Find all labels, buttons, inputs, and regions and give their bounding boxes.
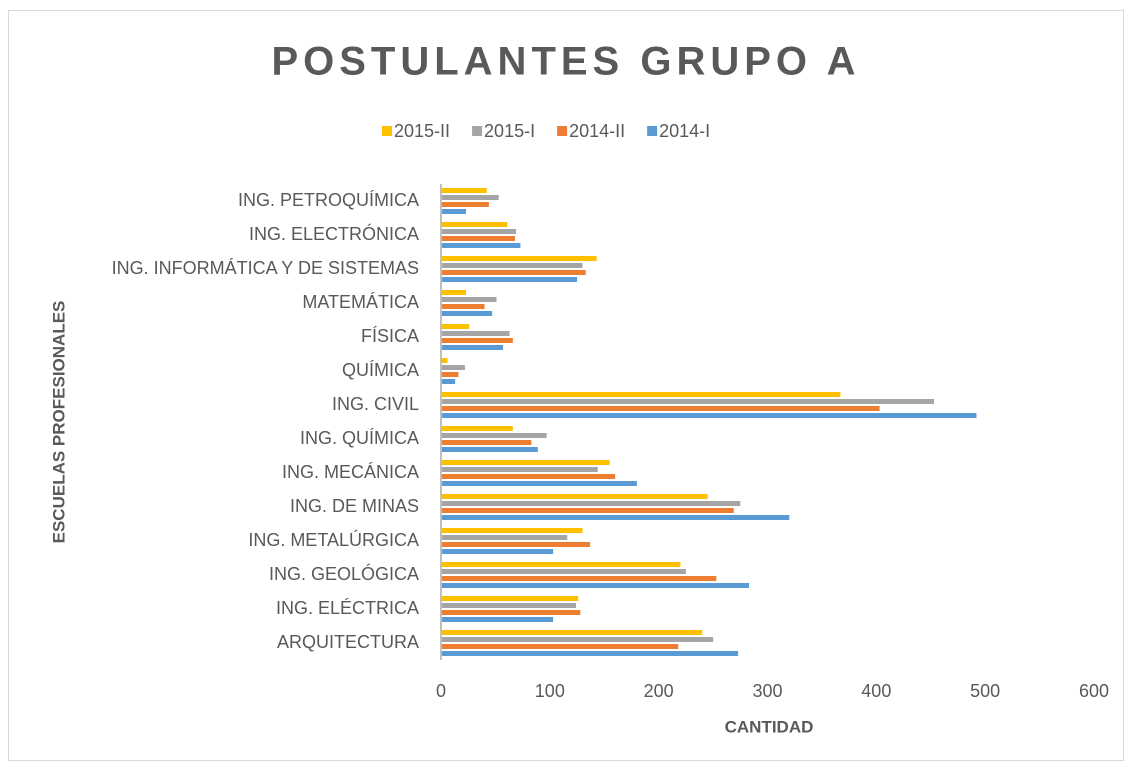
y-tick-label: ING. ELÉCTRICA — [276, 598, 419, 618]
y-tick-label: QUÍMICA — [342, 360, 419, 380]
y-tick-label: MATEMÁTICA — [302, 292, 419, 312]
bar — [441, 515, 790, 520]
bar — [441, 311, 493, 316]
bar — [441, 508, 734, 513]
bar — [441, 195, 499, 200]
bar — [441, 256, 597, 261]
bar — [441, 263, 583, 268]
legend-swatch — [472, 126, 483, 136]
bar — [441, 331, 510, 336]
legend-label: 2015-I — [484, 121, 535, 141]
bar — [441, 494, 708, 499]
bar — [441, 474, 616, 479]
bar — [441, 202, 489, 207]
bar — [441, 467, 598, 472]
y-tick-label: ING. MECÁNICA — [282, 462, 419, 482]
y-tick-label: ING. CIVIL — [332, 394, 419, 414]
bar — [441, 379, 456, 384]
bar — [441, 297, 497, 302]
x-tick-label: 300 — [752, 681, 782, 701]
bar — [441, 433, 547, 438]
x-tick-label: 200 — [644, 681, 674, 701]
bar — [441, 304, 485, 309]
bar — [441, 243, 521, 248]
bar — [441, 528, 583, 533]
bar — [441, 610, 581, 615]
bar — [441, 596, 579, 601]
bar — [441, 644, 679, 649]
bar — [441, 637, 714, 642]
y-tick-label: ING. INFORMÁTICA Y DE SISTEMAS — [112, 258, 419, 278]
bar — [441, 651, 739, 656]
legend-swatch — [647, 126, 658, 136]
bar — [441, 576, 717, 581]
bar — [441, 535, 568, 540]
bar — [441, 222, 508, 227]
bar — [441, 365, 465, 370]
legend-swatch — [382, 126, 392, 136]
x-tick-label: 600 — [1079, 681, 1109, 701]
y-tick-label: ING. DE MINAS — [290, 496, 419, 516]
bar — [441, 603, 576, 608]
bar — [441, 583, 749, 588]
bar — [441, 229, 517, 234]
y-axis-label: ESCUELAS PROFESIONALES — [49, 301, 68, 544]
bar — [441, 188, 487, 193]
x-tick-label: 400 — [861, 681, 891, 701]
y-tick-label: ING. METALÚRGICA — [248, 529, 419, 550]
y-tick-label: ING. PETROQUÍMICA — [238, 190, 419, 210]
chart-title: POSTULANTES GRUPO A — [271, 40, 860, 84]
bar — [441, 399, 935, 404]
bar — [441, 372, 459, 377]
bar — [441, 447, 538, 452]
legend-label: 2014-I — [659, 121, 710, 141]
legend-label: 2014-II — [569, 121, 625, 141]
bar — [441, 338, 513, 343]
x-tick-label: 0 — [436, 681, 446, 701]
x-tick-label: 100 — [535, 681, 565, 701]
bar — [441, 440, 532, 445]
bar — [441, 209, 467, 214]
bar — [441, 542, 591, 547]
bar — [441, 481, 637, 486]
bar — [441, 236, 516, 241]
y-tick-label: FÍSICA — [361, 326, 419, 346]
bar — [441, 413, 977, 418]
x-axis-label: CANTIDAD — [725, 717, 814, 736]
bar — [441, 345, 504, 350]
bar — [441, 501, 741, 506]
bar — [441, 392, 841, 397]
bar — [441, 569, 686, 574]
bar — [441, 358, 448, 363]
bar — [441, 630, 703, 635]
bar — [441, 277, 578, 282]
legend-label: 2015-II — [394, 121, 450, 141]
x-tick-label: 500 — [970, 681, 1000, 701]
bar — [441, 460, 610, 465]
bar — [441, 406, 880, 411]
y-tick-label: ING. QUÍMICA — [300, 428, 419, 448]
y-tick-label: ING. GEOLÓGICA — [269, 563, 419, 584]
bar — [441, 270, 586, 275]
bar — [441, 617, 554, 622]
bar — [441, 324, 470, 329]
bar — [441, 562, 681, 567]
legend-swatch — [557, 126, 568, 136]
bar — [441, 549, 554, 554]
bar — [441, 290, 467, 295]
y-tick-label: ING. ELECTRÓNICA — [249, 223, 419, 244]
y-tick-label: ARQUITECTURA — [277, 632, 419, 652]
bar — [441, 426, 513, 431]
